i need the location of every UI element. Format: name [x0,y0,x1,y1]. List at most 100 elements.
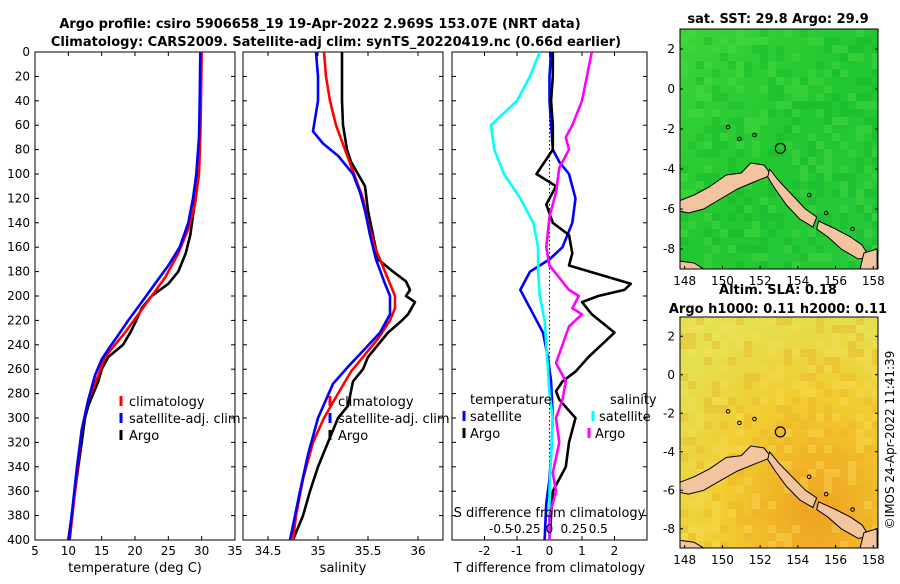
island-outline [850,507,855,512]
island-outline [850,226,855,232]
map-pixel [704,421,712,429]
map-pixel [760,61,768,69]
map-pixel [816,429,824,437]
map-pixel [720,325,728,333]
map-pixel [712,381,720,389]
map-pixel [792,229,800,237]
map-field [680,317,878,548]
map-pixel [760,37,768,45]
y-tick-label: 60 [15,118,30,132]
map-pixel [768,349,776,357]
map-pixel [728,397,736,405]
map-pixel [752,333,760,341]
map-pixel [704,261,712,269]
map-pixel [760,245,768,253]
map-pixel [688,221,696,229]
map-pixel [688,461,696,469]
map-pixel [864,229,872,237]
island-outline [806,474,812,480]
map-pixel [816,541,824,548]
map-pixel [816,181,824,189]
map-pixel [832,37,840,45]
map-pixel [856,389,864,397]
map-pixel [704,397,712,405]
map-pixel [848,253,856,261]
map-pixel [848,477,856,485]
map-pixel [808,181,816,189]
x-tick-label: 20 [127,544,142,558]
map-pixel [728,101,736,109]
map-pixel [784,69,792,77]
map-pixel [840,141,848,149]
y-tick-label: -2 [663,122,675,136]
map-pixel [768,437,776,445]
map-pixel [864,349,872,357]
map-pixel [736,69,744,77]
map-pixel [736,149,744,157]
map-pixel [856,229,864,237]
map-pixel [704,317,712,325]
map-pixel [720,229,728,237]
y-tick-label: -8 [663,522,675,536]
x-tick-label: 154 [786,553,809,567]
map-pixel [840,205,848,213]
map-pixel [752,437,760,445]
map-pixel [768,181,776,189]
map-panels: sat. SST: 29.8 Argo: 29.9 148 150 152 154 156… [663,12,887,567]
map-pixel [872,373,878,381]
map-pixel [696,445,704,453]
map-pixel [848,341,856,349]
map-pixel [864,117,872,125]
map-pixel [816,549,824,557]
map-pixel [744,381,752,389]
map-pixel [736,205,744,213]
map-pixel [856,453,864,461]
map-pixel [752,37,760,45]
x-tick-label: 0 [546,544,554,558]
map-pixel [824,85,832,93]
map-pixel [784,421,792,429]
y-tick-label: 2 [667,329,675,343]
map-pixel [856,317,864,325]
x-tick-label: 158 [862,553,885,567]
map-pixel [808,437,816,445]
y-tick-label: 360 [7,484,30,498]
map-pixel [688,317,696,325]
map-pixel [824,445,832,453]
map-pixel [744,245,752,253]
map-pixel [760,205,768,213]
map-pixel [832,45,840,53]
map-pixel [768,93,776,101]
map-pixel [816,469,824,477]
map-pixel [784,461,792,469]
map-pixel [760,197,768,205]
map-pixel [872,237,878,245]
map-pixel [776,93,784,101]
map-pixel [736,317,744,325]
map-pixel [720,93,728,101]
map-pixel [832,61,840,69]
map-pixel [856,37,864,45]
map-pixel [760,397,768,405]
map-pixel [816,485,824,493]
map-pixel [824,69,832,77]
map-pixel [736,501,744,509]
y-tick-label: 160 [7,240,30,254]
y-tick-label: 380 [7,509,30,523]
map-pixel [728,229,736,237]
map-pixel [704,141,712,149]
map-pixel [744,373,752,381]
map-pixel [752,245,760,253]
map-pixel [808,453,816,461]
map-pixel [864,37,872,45]
map-pixel [816,445,824,453]
map-pixel [864,189,872,197]
map-pixel [824,101,832,109]
map-pixel [736,37,744,45]
map-pixel [864,93,872,101]
map-pixel [808,253,816,261]
map-pixel [720,405,728,413]
map-pixel [784,261,792,269]
map-pixel [824,173,832,181]
